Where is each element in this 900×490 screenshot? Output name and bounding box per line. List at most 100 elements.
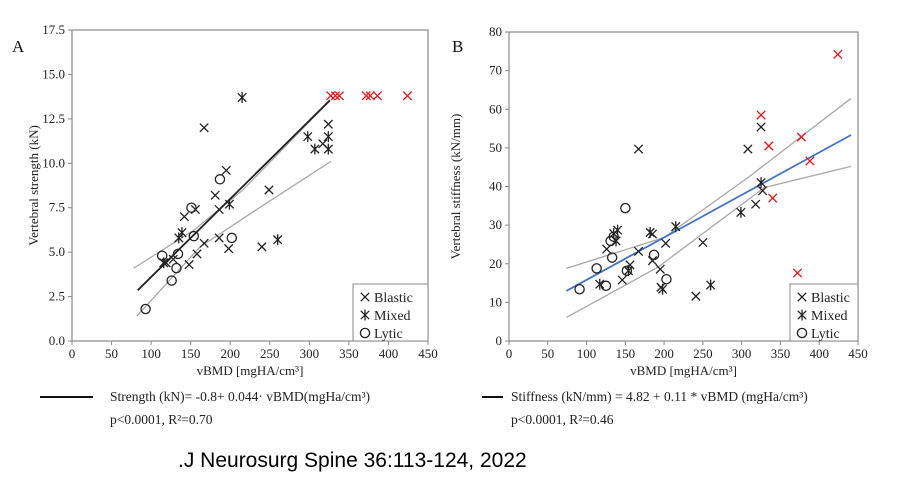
data-point [691, 291, 701, 301]
series-lytic [574, 202, 672, 295]
data-point [188, 230, 200, 242]
data-point [574, 283, 585, 295]
panel-b: B 0 50 100 150 200 250 300 350 400 450 0 10 20 30 40 50 6… [448, 24, 868, 427]
data-point [221, 165, 231, 176]
regression-stats: p<0.0001, R²=0.46 [511, 412, 614, 427]
y-tick-label: 50 [489, 140, 502, 155]
regression-stats: p<0.0001, R²=0.70 [110, 412, 213, 427]
x-tick-label: 350 [339, 346, 359, 361]
data-point-stroke [184, 259, 194, 270]
data-point-stroke [210, 190, 220, 200]
legend-entry: Lytic [374, 327, 403, 342]
legend: Blastic Mixed Lytic [789, 283, 859, 342]
x-tick-label: 250 [693, 346, 713, 361]
data-point [620, 202, 631, 214]
data-point [750, 199, 761, 209]
data-point [223, 243, 234, 254]
data-point [199, 123, 209, 133]
data-point [326, 91, 336, 101]
ci-lower-line [566, 165, 852, 319]
data-point [591, 263, 602, 274]
data-point [323, 143, 333, 155]
data-point-stroke [756, 122, 766, 132]
x-tick-label: 450 [848, 346, 868, 361]
data-point [365, 91, 375, 101]
data-point [214, 174, 226, 185]
x-tick-label: 150 [616, 346, 636, 361]
data-point [257, 242, 267, 252]
data-point-stroke [796, 132, 807, 142]
legend: Blastic Mixed Lytic [352, 283, 429, 342]
data-point [757, 186, 768, 196]
x-tick-label: 100 [141, 346, 161, 361]
y-tick-label: 10 [489, 294, 502, 309]
data-point [657, 283, 668, 295]
series-lytic [140, 174, 238, 315]
data-point-stroke [757, 186, 768, 196]
series-mixed [595, 177, 766, 295]
data-point [764, 141, 774, 151]
data-point [655, 264, 665, 274]
legend-marker-x [797, 292, 807, 302]
x-tick-label: 350 [771, 346, 791, 361]
data-point-stroke [625, 260, 635, 270]
y-tick-label: 80 [489, 24, 502, 39]
x-tick-label: 150 [181, 346, 201, 361]
series-excluded-red [326, 91, 413, 101]
legend-marker-asterisk [797, 309, 807, 321]
x-tick-label: 450 [418, 346, 438, 361]
data-point [166, 275, 177, 286]
y-tick-label: 10.0 [42, 155, 65, 170]
data-point [174, 232, 184, 244]
data-point-stroke [361, 91, 371, 101]
data-point [600, 280, 612, 292]
data-point-stroke [655, 264, 665, 274]
data-point [140, 303, 151, 315]
series-mixed [159, 92, 333, 269]
x-tick-label: 400 [379, 346, 399, 361]
data-point [756, 177, 766, 189]
data-point [645, 227, 655, 238]
ci-lower-line [136, 160, 332, 317]
data-point [602, 244, 612, 254]
data-point [736, 206, 746, 218]
y-tick-label: 30 [489, 217, 502, 232]
legend-entry: Blastic [811, 291, 850, 306]
x-tick-label: 250 [260, 346, 280, 361]
data-point [833, 49, 843, 60]
data-point-stroke [192, 249, 202, 259]
y-tick-label: 0.0 [49, 333, 65, 348]
x-axis-label: vBMD [mgHA/cm³] [197, 363, 304, 378]
x-tick-label: 50 [105, 346, 118, 361]
data-point [171, 262, 182, 274]
data-point-stroke [698, 237, 708, 248]
data-point [756, 110, 766, 120]
data-point-stroke [257, 242, 267, 252]
ci-upper-line [566, 97, 852, 270]
panel-a: A 0 50 100 150 200 250 300 350 400 450 0.0 2.5 5.0 7.5… [12, 22, 438, 427]
legend-entry: Lytic [811, 327, 840, 342]
data-point [768, 193, 778, 203]
data-point [625, 260, 635, 270]
data-point [617, 275, 627, 285]
data-point [179, 211, 189, 222]
x-tick-label: 300 [732, 346, 752, 361]
data-point [647, 256, 658, 266]
regression-equation: Strength (kN)= -0.8+ 0.044· vBMD(mgHa/cm… [110, 389, 370, 404]
y-tick-label: 5.0 [49, 244, 65, 259]
data-point [334, 91, 345, 101]
y-tick-label: 70 [489, 63, 502, 78]
legend-marker-circle [796, 327, 808, 339]
data-point [648, 249, 660, 261]
data-point [273, 234, 283, 246]
data-point-stroke [223, 243, 234, 254]
y-tick-label: 15.0 [42, 66, 65, 81]
data-point [705, 279, 716, 291]
y-tick-label: 40 [489, 179, 502, 194]
legend-entry: Blastic [374, 291, 413, 306]
x-tick-label: 300 [300, 346, 320, 361]
y-axis-label: Vertebral stiffness (kN/mm) [448, 114, 463, 260]
data-point [621, 265, 633, 276]
data-point [310, 143, 320, 155]
